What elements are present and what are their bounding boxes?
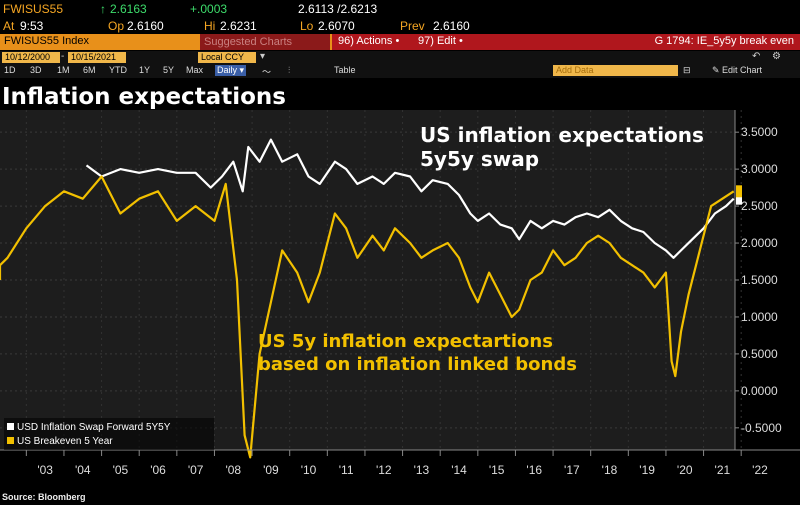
chart: 3.5000 3.0000 2.5000 2.0000 1.5000 1.0000 0.50… bbox=[0, 110, 800, 477]
legend: USD Inflation Swap Forward 5Y5Y US Break… bbox=[4, 418, 214, 450]
price-up-icon: ↑ bbox=[100, 2, 106, 16]
range-toolbar: 1D 3D 1M 6M YTD 1Y 5Y Max Daily ▾ 〜 ⫶ Ta… bbox=[0, 64, 800, 78]
line-style-icon[interactable]: 〜 bbox=[262, 67, 272, 77]
x-tick-label: '14 bbox=[451, 463, 467, 477]
plot-area bbox=[0, 110, 735, 450]
legend-swap-swatch bbox=[7, 423, 14, 430]
table-button[interactable]: Table bbox=[334, 65, 356, 75]
undo-icon[interactable]: ↶ bbox=[752, 51, 761, 62]
y-tick-label: 1.5000 bbox=[741, 273, 778, 287]
open-label: Op bbox=[108, 19, 125, 33]
x-tick-label: '07 bbox=[188, 463, 204, 477]
x-tick-label: '13 bbox=[414, 463, 430, 477]
y-tick-label: 1.0000 bbox=[741, 310, 778, 324]
edit-chart-button[interactable]: ✎ Edit Chart bbox=[712, 65, 763, 75]
quote-header: FWISUS55 ↑ 2.6163 +.0003 2.6113 /2.6213 bbox=[0, 0, 800, 18]
index-name[interactable]: FWISUS55 Index bbox=[4, 35, 89, 47]
page-title: Inflation expectations bbox=[2, 84, 286, 110]
x-tick-label: '20 bbox=[677, 463, 693, 477]
chevron-down-icon[interactable]: ▾ bbox=[260, 51, 266, 62]
x-tick-label: '18 bbox=[602, 463, 618, 477]
x-axis: '03 '04 '05 '06 '07 '08 '09 '10 '11 '12 '13 '14 '15 '… bbox=[0, 449, 800, 477]
legend-breakeven-swatch bbox=[7, 437, 14, 444]
breakeven-annotation-line1: US 5y inflation expectartions bbox=[258, 331, 553, 352]
y-tick-label: 3.5000 bbox=[741, 125, 778, 139]
open-value: 2.6160 bbox=[127, 19, 164, 33]
swap-series bbox=[85, 138, 735, 259]
zoom-out-icon[interactable]: ⊟ bbox=[683, 65, 691, 75]
high-label: Hi bbox=[204, 19, 216, 33]
y-tick-label: 3.0000 bbox=[741, 162, 778, 176]
range-3d[interactable]: 3D bbox=[30, 65, 42, 75]
range-ytd[interactable]: YTD bbox=[109, 65, 127, 75]
range-max[interactable]: Max bbox=[186, 65, 204, 75]
y-tick-label: 0.0000 bbox=[741, 384, 778, 398]
last-price: 2.6163 bbox=[110, 2, 147, 16]
x-tick-label: '17 bbox=[564, 463, 580, 477]
x-tick-label: '05 bbox=[113, 463, 129, 477]
grid bbox=[0, 110, 742, 450]
x-tick-label: '12 bbox=[376, 463, 392, 477]
y-tick-label: -0.5000 bbox=[741, 421, 782, 435]
currency-select[interactable]: Local CCY bbox=[198, 52, 256, 63]
x-tick-label: '04 bbox=[75, 463, 91, 477]
suggested-charts-button[interactable]: Suggested Charts bbox=[200, 34, 330, 50]
start-date-field[interactable]: 10/12/2000 bbox=[2, 52, 60, 63]
swap-annotation-line2: 5y5y swap bbox=[420, 147, 539, 171]
x-tick-label: '09 bbox=[263, 463, 279, 477]
y-tick-label: 2.5000 bbox=[741, 199, 778, 213]
swap-annotation-line1: US inflation expectations bbox=[420, 123, 704, 147]
ticker: FWISUS55 bbox=[3, 2, 64, 16]
prev-value: 2.6160 bbox=[433, 19, 470, 33]
settings-icon[interactable]: ⚙ bbox=[772, 51, 781, 62]
range-1m[interactable]: 1M bbox=[57, 65, 70, 75]
date-toolbar: 10/12/2000 - 10/15/2021 Local CCY ▾ ↶ ⚙ bbox=[0, 51, 800, 64]
at-label: At bbox=[3, 19, 15, 33]
date-separator: - bbox=[61, 51, 65, 62]
y-axis: 3.5000 3.0000 2.5000 2.0000 1.5000 1.0000 0.50… bbox=[734, 110, 782, 450]
source-note: Source: Bloomberg bbox=[2, 492, 86, 502]
actions-bar: 96) Actions • 97) Edit • G 1794: IE_5y5y… bbox=[332, 34, 800, 50]
breakeven-last-marker bbox=[736, 185, 742, 198]
bid-ask: 2.6113 /2.6213 bbox=[298, 2, 378, 16]
swap-line bbox=[85, 138, 735, 259]
x-tick-label: '15 bbox=[489, 463, 505, 477]
breakeven-series bbox=[0, 175, 735, 459]
breakeven-annotation-line2: based on inflation linked bonds bbox=[258, 354, 577, 375]
low-label: Lo bbox=[300, 19, 314, 33]
end-date-field[interactable]: 10/15/2021 bbox=[68, 52, 126, 63]
edit-menu[interactable]: 97) Edit • bbox=[418, 35, 463, 47]
x-tick-label: '11 bbox=[339, 463, 354, 477]
y-tick-label: 0.5000 bbox=[741, 347, 778, 361]
x-tick-label: '10 bbox=[301, 463, 317, 477]
low-value: 2.6070 bbox=[318, 19, 355, 33]
bar-style-icon[interactable]: ⫶ bbox=[288, 65, 291, 75]
y-tick-label: 2.0000 bbox=[741, 236, 778, 250]
x-tick-label: '21 bbox=[715, 463, 731, 477]
menu-bar: FWISUS55 Index Suggested Charts 96) Acti… bbox=[0, 34, 800, 50]
x-tick-label: '22 bbox=[752, 463, 768, 477]
x-tick-label: '08 bbox=[225, 463, 241, 477]
legend-breakeven-label: US Breakeven 5 Year bbox=[17, 436, 113, 447]
price-change: +.0003 bbox=[190, 2, 228, 16]
legend-swap-label: USD Inflation Swap Forward 5Y5Y bbox=[17, 422, 171, 433]
quote-stats: At 9:53 Op 2.6160 Hi 2.6231 Lo 2.6070 Pr… bbox=[0, 17, 800, 34]
x-tick-label: '16 bbox=[526, 463, 542, 477]
x-tick-label: '03 bbox=[37, 463, 53, 477]
range-5y[interactable]: 5Y bbox=[163, 65, 175, 75]
breakeven-line bbox=[0, 175, 735, 459]
at-time: 9:53 bbox=[20, 19, 44, 33]
range-1d[interactable]: 1D bbox=[4, 65, 16, 75]
x-tick-label: '19 bbox=[639, 463, 655, 477]
high-value: 2.6231 bbox=[220, 19, 257, 33]
add-data-field[interactable]: Add Data bbox=[553, 65, 678, 76]
swap-last-marker bbox=[736, 192, 742, 205]
prev-label: Prev bbox=[400, 19, 425, 33]
range-1y[interactable]: 1Y bbox=[139, 65, 151, 75]
range-6m[interactable]: 6M bbox=[83, 65, 96, 75]
x-tick-label: '06 bbox=[150, 463, 166, 477]
chart-id: G 1794: IE_5y5y break even bbox=[654, 35, 794, 47]
actions-menu[interactable]: 96) Actions • bbox=[338, 35, 400, 47]
frequency-select[interactable]: Daily ▾ bbox=[215, 65, 247, 76]
